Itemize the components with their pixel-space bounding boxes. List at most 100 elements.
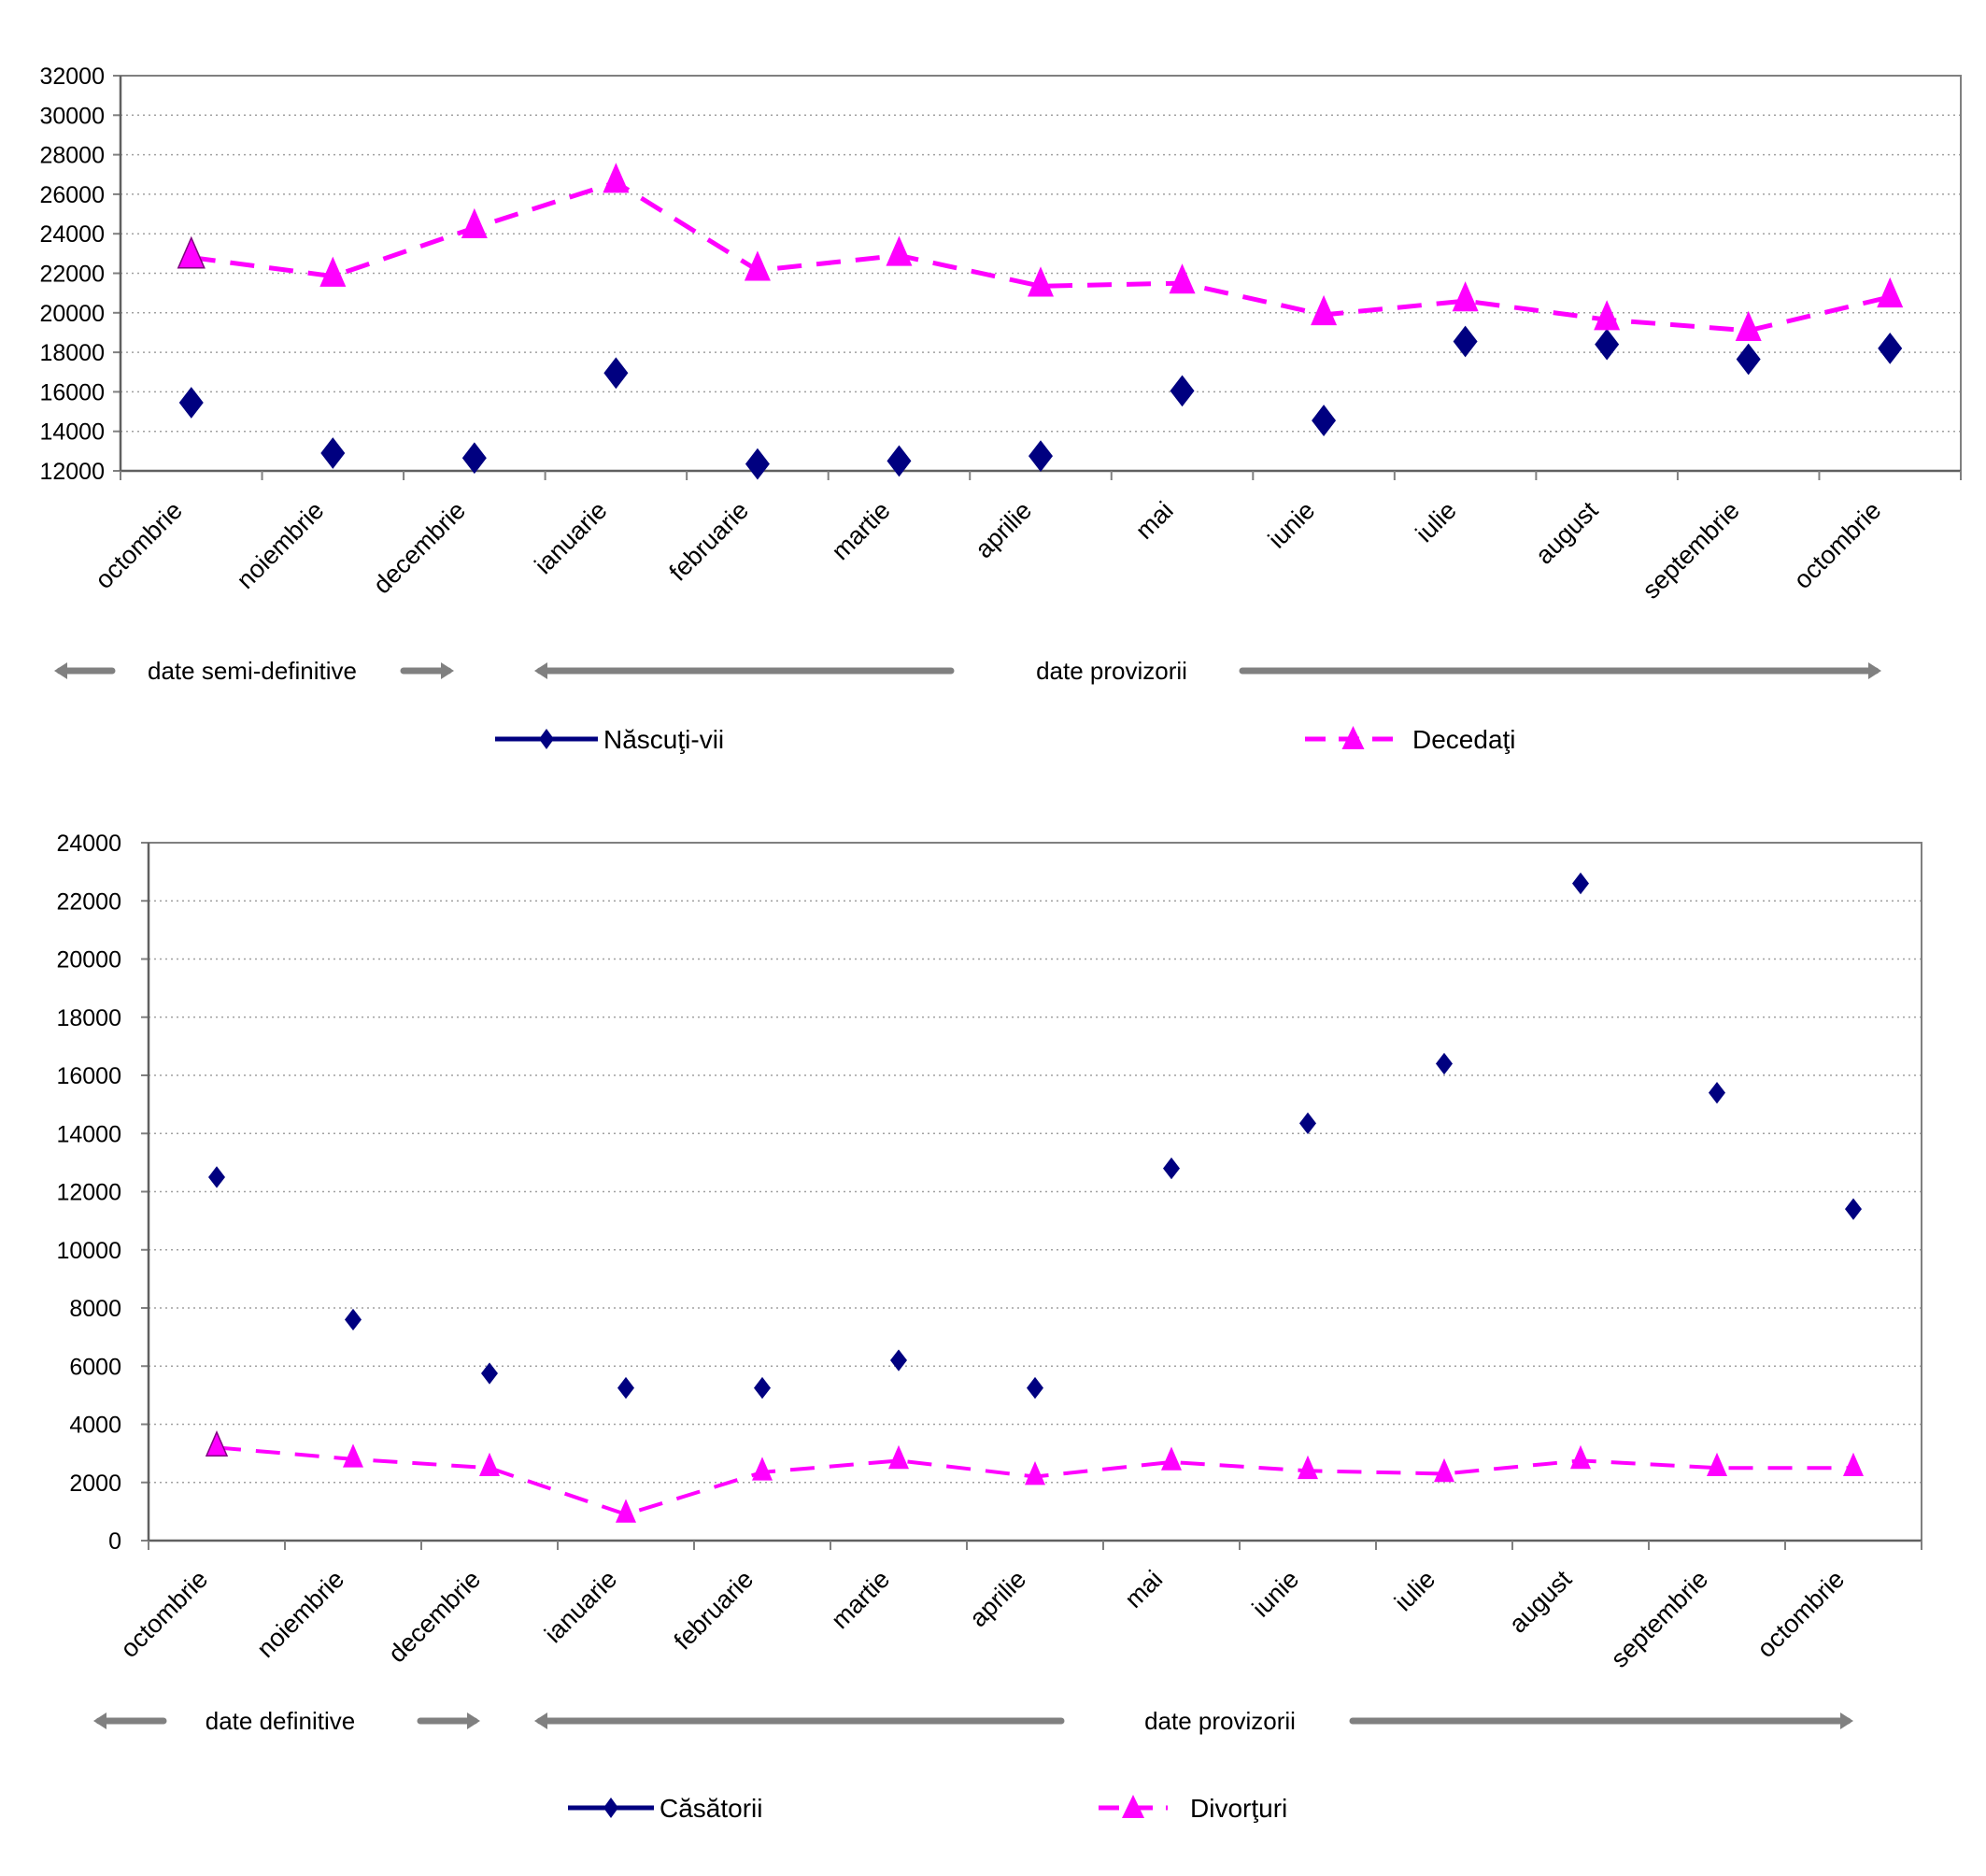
- y-tick-label: 32000: [39, 64, 105, 90]
- diamond-point: [461, 442, 487, 475]
- triangle-point: [888, 1444, 909, 1470]
- y-tick-label: 24000: [39, 221, 105, 248]
- x-tick-label: iulie: [1411, 496, 1462, 547]
- triangle-point: [319, 256, 347, 287]
- x-tick-label: septembrie: [1637, 496, 1745, 604]
- annotation-text: date provizorii: [1036, 657, 1187, 685]
- x-tick-label: iunie: [1263, 496, 1321, 554]
- triangle-point: [1311, 294, 1338, 326]
- arrow-right-icon: [1840, 1713, 1853, 1729]
- diamond-point: [754, 1376, 771, 1400]
- x-tick-label: martie: [826, 496, 895, 565]
- x-tick-label: august: [1504, 1565, 1578, 1639]
- y-tick-label: 20000: [56, 947, 121, 974]
- y-tick-label: 24000: [56, 831, 121, 857]
- triangle-point: [1161, 1446, 1182, 1471]
- triangle-point: [1434, 1457, 1454, 1483]
- legend-triangle-icon: [1341, 726, 1365, 749]
- y-tick-label: 18000: [39, 340, 105, 366]
- triangle-point: [1594, 300, 1621, 331]
- y-tick-label: 2000: [69, 1471, 121, 1497]
- arrow-left-icon: [534, 662, 547, 679]
- y-tick-label: 30000: [39, 103, 105, 129]
- legend-label: Divorţuri: [1190, 1794, 1287, 1823]
- diamond-point: [1027, 1376, 1043, 1400]
- triangle-point: [1877, 277, 1904, 308]
- diamond-point: [345, 1308, 362, 1331]
- annotation-text: date provizorii: [1144, 1707, 1296, 1735]
- legend-label: Căsătorii: [660, 1794, 762, 1823]
- y-tick-label: 8000: [69, 1296, 121, 1322]
- diamond-point: [481, 1362, 498, 1385]
- triangle-point: [1735, 310, 1762, 342]
- marriages-divorces-chart: 0 2000 4000 6000 8000 10000 12000 14000 16000 180…: [56, 831, 1922, 1823]
- diamond-point: [320, 437, 346, 469]
- y-tick-label: 22000: [39, 262, 105, 288]
- diamond-point: [1028, 440, 1053, 473]
- y-tick-label: 0: [108, 1528, 121, 1555]
- y-tick-label: 16000: [39, 379, 105, 405]
- x-tick-label: decembrie: [383, 1565, 486, 1668]
- x-tick-label: ianuarie: [539, 1565, 622, 1648]
- x-tick-label: noiembrie: [232, 496, 330, 594]
- x-tick-label: aprilie: [970, 496, 1037, 563]
- triangle-point: [177, 235, 206, 269]
- x-tick-label: septembrie: [1606, 1565, 1714, 1673]
- series-line-1: [191, 179, 1891, 334]
- triangle-point: [1169, 263, 1196, 294]
- x-tick-label: aprilie: [964, 1565, 1031, 1632]
- x-tick-label: mai: [1119, 1565, 1168, 1613]
- diamond-point: [1453, 325, 1478, 358]
- x-tick-label: februarie: [664, 496, 755, 587]
- arrow-right-icon: [467, 1713, 480, 1729]
- triangle-point: [603, 163, 630, 193]
- diamond-point: [1436, 1052, 1453, 1075]
- y-tick-label: 22000: [56, 888, 121, 915]
- legend-label: Decedaţi: [1412, 725, 1516, 754]
- triangle-point: [1570, 1444, 1591, 1470]
- arrow-right-icon: [441, 662, 454, 679]
- triangle-point: [479, 1452, 500, 1476]
- diamond-point: [890, 1349, 907, 1371]
- diamond-point: [1736, 343, 1761, 376]
- y-tick-label: 18000: [56, 1005, 121, 1031]
- y-tick-label: 6000: [69, 1354, 121, 1380]
- diamond-point: [745, 448, 770, 480]
- y-tick-label: 12000: [56, 1180, 121, 1206]
- legend-diamond-icon: [539, 729, 554, 749]
- diamond-point: [178, 387, 204, 419]
- arrow-left-icon: [93, 1713, 106, 1729]
- annotation-text: date semi-definitive: [148, 657, 357, 685]
- diamond-point: [1299, 1112, 1316, 1135]
- y-tick-label: 12000: [39, 459, 105, 485]
- x-tick-label: octombrie: [115, 1565, 213, 1663]
- y-tick-label: 10000: [56, 1238, 121, 1264]
- x-tick-label: iulie: [1389, 1565, 1440, 1616]
- y-tick-label: 20000: [39, 301, 105, 327]
- diamond-point: [617, 1376, 634, 1400]
- legend-label: Născuţi-vii: [603, 725, 724, 754]
- triangle-point: [1452, 281, 1479, 312]
- triangle-point: [1025, 1461, 1045, 1485]
- diamond-point: [1312, 405, 1337, 436]
- x-tick-label: noiembrie: [251, 1565, 349, 1663]
- diamond-point: [208, 1166, 225, 1188]
- triangle-point: [343, 1443, 363, 1468]
- diamond-point: [1572, 872, 1589, 895]
- triangle-point: [1707, 1452, 1727, 1476]
- x-tick-label: octombrie: [90, 496, 188, 594]
- diamond-point: [1595, 328, 1620, 361]
- triangle-point: [1843, 1452, 1864, 1476]
- annotation-text: date definitive: [206, 1707, 355, 1735]
- x-tick-label: februarie: [669, 1565, 759, 1656]
- x-tick-label: martie: [826, 1565, 895, 1634]
- diamond-point: [1709, 1081, 1725, 1104]
- y-tick-label: 14000: [56, 1121, 121, 1147]
- x-tick-label: mai: [1130, 496, 1179, 545]
- triangle-point: [205, 1430, 229, 1457]
- diamond-point: [887, 445, 912, 477]
- x-tick-label: octombrie: [1788, 496, 1886, 594]
- diamond-point: [603, 357, 629, 390]
- diamond-point: [1845, 1198, 1862, 1220]
